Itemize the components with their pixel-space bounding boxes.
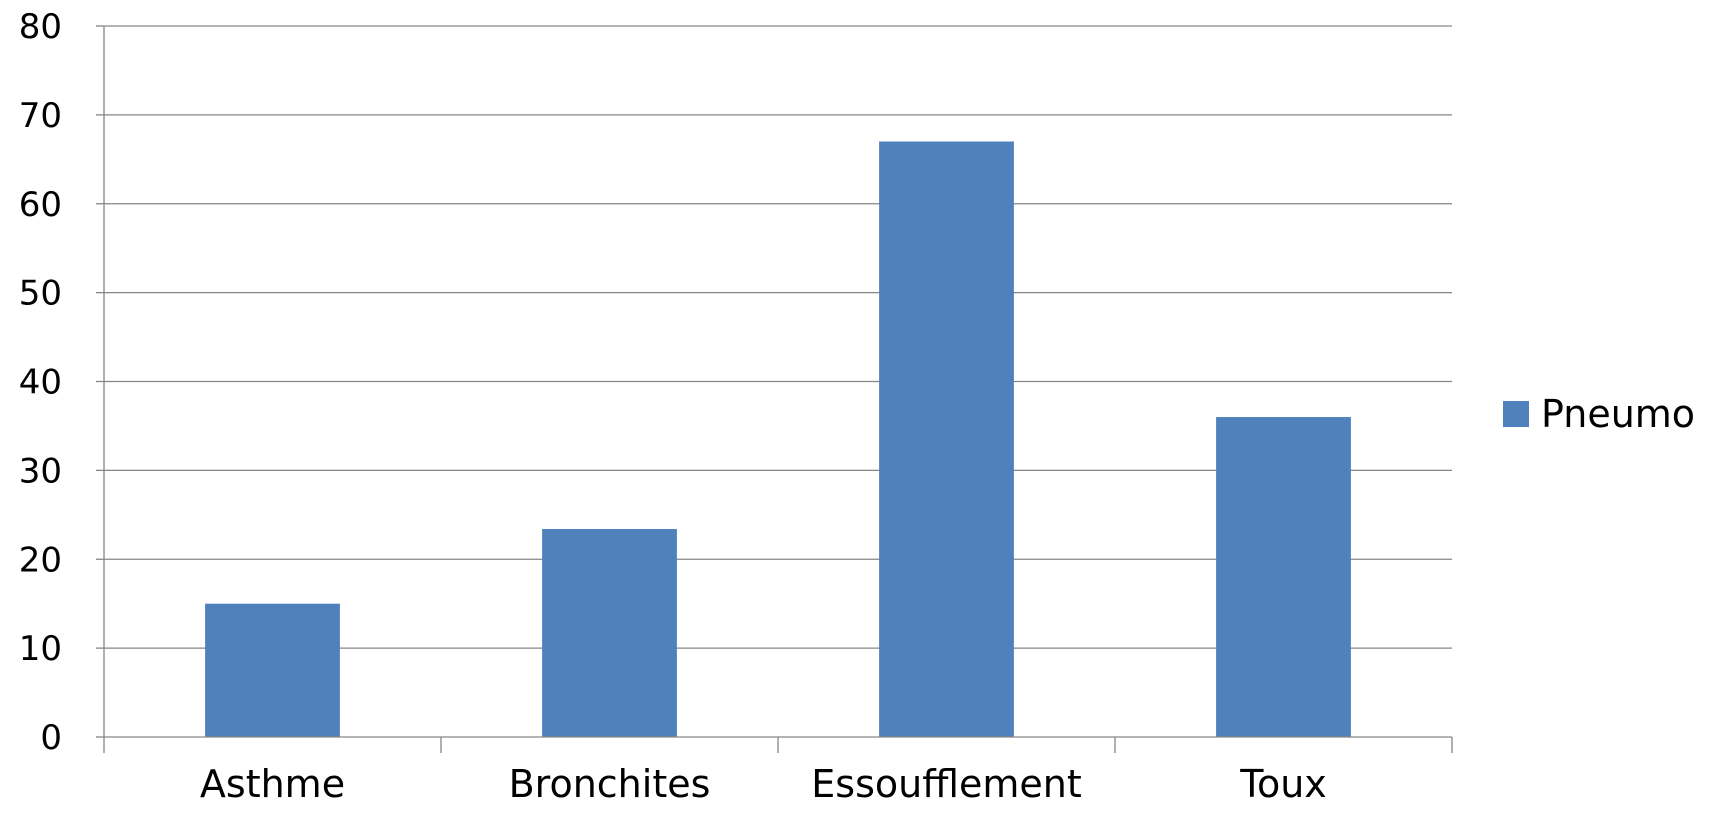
y-tick-label-40: 40 xyxy=(19,363,62,403)
legend: Pneumo xyxy=(1503,392,1695,436)
legend-swatch-pneumo xyxy=(1503,401,1529,427)
legend-label-pneumo: Pneumo xyxy=(1541,392,1695,436)
bars xyxy=(205,141,1351,738)
y-tick-label-70: 70 xyxy=(19,96,62,136)
x-label-bronchites: Bronchites xyxy=(509,762,711,806)
gridlines xyxy=(104,25,1452,649)
x-label-asthme: Asthme xyxy=(200,762,345,806)
x-label-toux: Toux xyxy=(1239,762,1327,806)
y-tick-label-30: 30 xyxy=(19,451,62,491)
y-tick-label-50: 50 xyxy=(19,274,62,314)
y-tick-label-60: 60 xyxy=(19,185,62,225)
y-tick-label-10: 10 xyxy=(19,629,62,669)
y-tick-labels: 0 10 20 30 40 50 60 70 80 xyxy=(19,7,62,758)
y-tick-label-20: 20 xyxy=(19,540,62,580)
y-tick-label-0: 0 xyxy=(40,718,62,758)
axes xyxy=(96,25,1453,753)
bar-toux xyxy=(1216,417,1351,737)
bar-essoufflement xyxy=(879,141,1014,738)
bar-asthme xyxy=(205,603,340,737)
x-label-essoufflement: Essoufflement xyxy=(811,762,1081,806)
x-category-labels: Asthme Bronchites Essoufflement Toux xyxy=(200,762,1327,806)
bar-bronchites xyxy=(542,529,677,737)
y-tick-label-80: 80 xyxy=(19,7,62,47)
